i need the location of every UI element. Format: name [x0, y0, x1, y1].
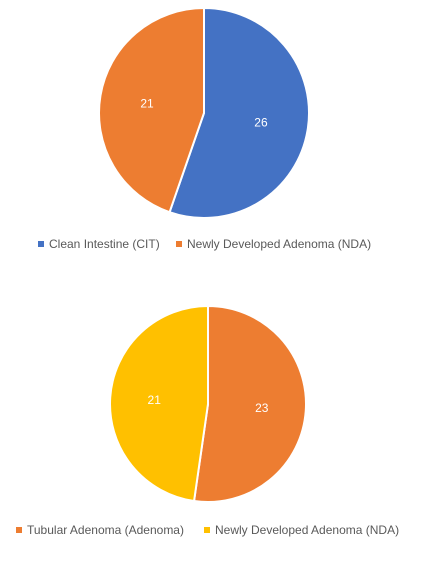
pie1-legend-swatch-2 [176, 241, 182, 247]
pie1-slice-2 [98, 6, 205, 214]
pie1-data-label-1: 26 [254, 116, 268, 130]
pie2-legend-swatch-2 [204, 527, 210, 533]
pie1-legend-label-1: Clean Intestine (CIT) [49, 237, 160, 251]
pie2-legend-label-1: Tubular Adenoma (Adenoma) [27, 523, 184, 537]
pie1-legend-label-2: Newly Developed Adenoma (NDA) [187, 237, 371, 251]
pie2-slice-1 [192, 304, 307, 503]
pie-chart-1: 26 21 Clean Intestine (CIT) Newly Developed… [38, 6, 371, 251]
pie2-data-label-1: 23 [255, 401, 269, 415]
pie2-data-label-2: 21 [148, 393, 162, 407]
pie2-legend-label-2: Newly Developed Adenoma (NDA) [215, 523, 399, 537]
pie1-data-label-2: 21 [140, 96, 154, 110]
pie2-slice-2 [109, 304, 209, 503]
pie-chart-2: 23 21 Tubular Adenoma (Adenoma) Newly Devel… [16, 304, 399, 537]
pie1-legend-swatch-1 [38, 241, 44, 247]
pie2-legend-swatch-1 [16, 527, 22, 533]
